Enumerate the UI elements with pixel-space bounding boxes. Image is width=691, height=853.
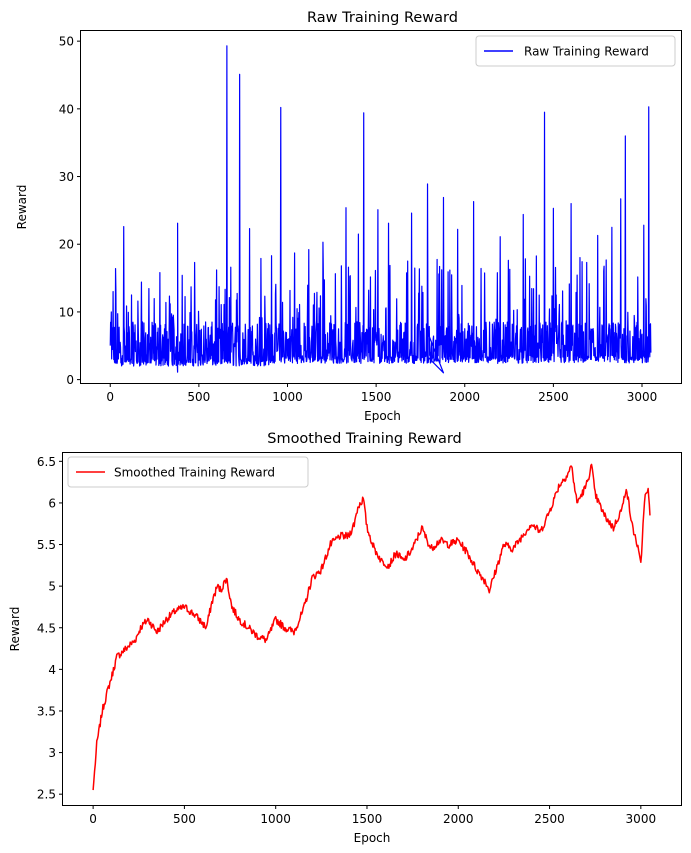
smoothed-reward-chart: Smoothed Training Reward 0 500 1000 1500 200… (8, 431, 682, 845)
x-axis-label: Epoch (364, 409, 401, 423)
y-tick-label: 4.5 (37, 621, 56, 635)
y-tick-label: 6 (48, 496, 56, 510)
x-tick-label: 1000 (260, 812, 291, 826)
legend-entry: Raw Training Reward (524, 45, 649, 59)
x-tick-label: 2500 (538, 390, 569, 404)
x-tick-label: 0 (89, 812, 97, 826)
x-tick-label: 0 (106, 390, 114, 404)
chart-title: Smoothed Training Reward (267, 431, 462, 447)
x-tick-label: 2000 (449, 390, 480, 404)
raw-reward-chart: Raw Training Reward 0 500 1000 1500 2000 2500… (15, 10, 682, 423)
y-tick-label: 20 (59, 238, 74, 252)
y-tick-label: 3 (48, 746, 56, 760)
series-line (92, 463, 651, 791)
y-axis: 2.5 3 3.5 4 4.5 5 5.5 6 6.5 (37, 455, 63, 802)
y-tick-label: 30 (59, 170, 74, 184)
x-axis: 0 500 1000 1500 2000 2500 3000 (89, 805, 656, 826)
y-tick-label: 5.5 (37, 538, 56, 552)
y-tick-label: 50 (59, 35, 74, 49)
x-tick-label: 2000 (443, 812, 474, 826)
plot-area (92, 463, 651, 791)
y-tick-label: 3.5 (37, 704, 56, 718)
legend: Raw Training Reward (475, 35, 676, 67)
y-tick-label: 4 (48, 663, 56, 677)
x-tick-label: 1000 (272, 390, 303, 404)
x-axis-label: Epoch (354, 831, 391, 845)
y-tick-label: 2.5 (37, 788, 56, 802)
legend-box (475, 35, 676, 67)
legend: Smoothed Training Reward (67, 456, 309, 488)
x-tick-label: 3000 (626, 812, 657, 826)
x-tick-label: 500 (187, 390, 210, 404)
legend-box (67, 456, 309, 488)
axes-frame (62, 452, 682, 806)
y-tick-label: 6.5 (37, 455, 56, 469)
series-line (109, 45, 652, 374)
axes-frame (80, 30, 682, 384)
x-tick-label: 500 (173, 812, 196, 826)
legend-entry: Smoothed Training Reward (114, 466, 275, 480)
chart-title: Raw Training Reward (307, 10, 458, 26)
y-tick-label: 40 (59, 102, 74, 116)
x-axis: 0 500 1000 1500 2000 2500 3000 (106, 383, 657, 404)
y-axis-label: Reward (15, 185, 29, 230)
x-tick-label: 1500 (352, 812, 383, 826)
y-tick-label: 5 (48, 580, 56, 594)
y-tick-label: 0 (66, 373, 74, 387)
y-tick-label: 10 (59, 305, 74, 319)
y-axis-label: Reward (8, 607, 22, 652)
x-tick-label: 3000 (627, 390, 658, 404)
plot-area (109, 45, 652, 374)
x-tick-label: 2500 (534, 812, 565, 826)
y-axis: 0 10 20 30 40 50 (59, 35, 81, 387)
x-tick-label: 1500 (361, 390, 392, 404)
